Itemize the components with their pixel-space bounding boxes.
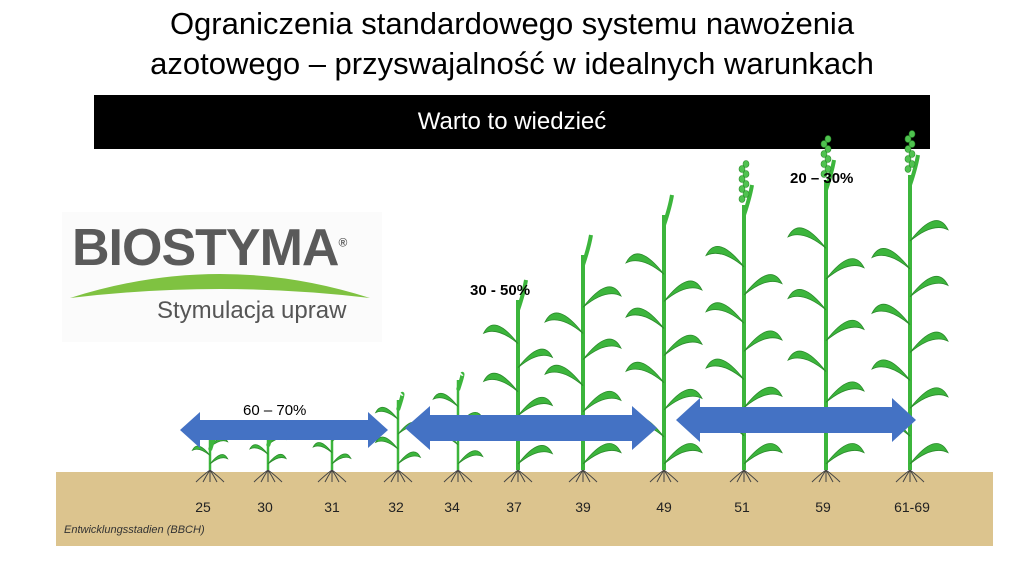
- stage-label: 39: [575, 499, 591, 515]
- banner: Warto to wiedzieć: [94, 95, 930, 149]
- stage-label: 31: [324, 499, 340, 515]
- pct-20-30: 20 – 30%: [790, 170, 854, 187]
- stage-label: 25: [195, 499, 211, 515]
- stage-label: 51: [734, 499, 750, 515]
- pct-60-70: 60 – 70%: [243, 402, 307, 419]
- stage-label: 34: [444, 499, 460, 515]
- slide-title: Ograniczenia standardowego systemu nawoż…: [0, 4, 1024, 84]
- axis-note: Entwicklungsstadien (BBCH): [64, 524, 205, 536]
- stage-label: 59: [815, 499, 831, 515]
- logo-tagline: Stymulacja upraw: [157, 297, 347, 324]
- stage-label: 32: [388, 499, 404, 515]
- title-line-2: azotowego – przyswajalność w idealnych w…: [150, 46, 874, 81]
- title-line-1: Ograniczenia standardowego systemu nawoż…: [169, 6, 855, 41]
- plant-icon: [625, 194, 703, 483]
- plant-icon: [374, 391, 422, 483]
- pct-30-50: 30 - 50%: [470, 282, 531, 299]
- plant-icon: [482, 279, 554, 483]
- arrow-20-30: [676, 398, 916, 442]
- arrow-60-70: [180, 412, 388, 448]
- plant-icon: [705, 160, 783, 483]
- stage-label: 30: [257, 499, 273, 515]
- stage-label: 49: [656, 499, 672, 515]
- plant-icon: [191, 431, 229, 483]
- stage-label: 61-69: [894, 499, 930, 515]
- logo-brand: BIOSTYMA®: [72, 219, 347, 277]
- biostyma-logo: BIOSTYMA® Stymulacja upraw: [62, 212, 382, 342]
- plant-icon: [544, 234, 622, 483]
- logo-swoosh-icon: [70, 274, 370, 298]
- arrow-30-50: [405, 406, 657, 450]
- soil-band: [56, 472, 993, 546]
- stage-label: 37: [506, 499, 522, 515]
